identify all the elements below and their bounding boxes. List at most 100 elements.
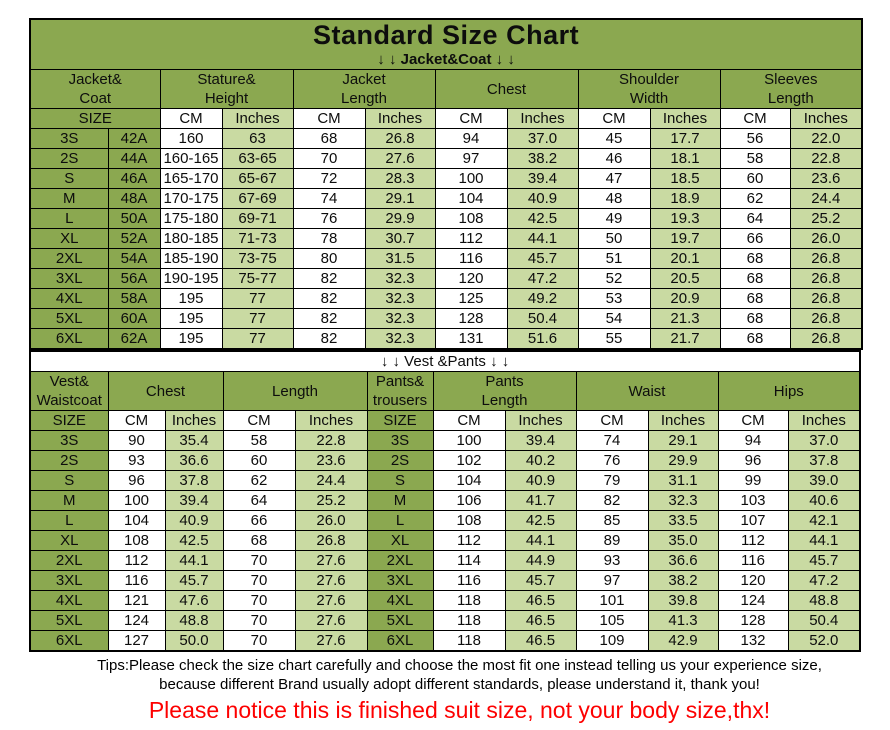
jacket-cell: 97 — [434, 148, 508, 169]
jacket-cell: 67-69 — [221, 188, 294, 209]
vest-pants-cell: 42.5 — [164, 530, 224, 551]
jacket-cell: 17.7 — [649, 128, 721, 149]
jacket-cell: 45 — [577, 128, 651, 149]
jacket-cell: 68 — [719, 308, 791, 329]
jacket-cell: 100 — [434, 168, 508, 189]
jacket-cell: 50A — [107, 208, 161, 229]
vest-pants-cell: 31.1 — [647, 470, 719, 491]
vest-pants-unit-cell: CM — [107, 410, 166, 431]
vest-pants-unit-cell: Inches — [647, 410, 719, 431]
vest-pants-cell: 44.1 — [164, 550, 224, 571]
vest-pants-group-header-line: Waist — [628, 382, 666, 400]
vest-pants-cell: 114 — [432, 550, 506, 571]
jacket-unit-cell: CM — [292, 108, 366, 129]
vest-pants-cell: 62 — [222, 470, 296, 491]
jacket-cell: 78 — [292, 228, 366, 249]
jacket-cell: 131 — [434, 328, 508, 350]
jacket-row: L 50A 175-180 69-71 76 29.9 108 42.5 49 19.3 64 25.… — [29, 208, 863, 229]
vest-pants-cell: 100 — [432, 430, 506, 451]
jacket-unit-cell: SIZE — [29, 108, 161, 129]
jacket-cell: 125 — [434, 288, 508, 309]
jacket-cell: 39.4 — [506, 168, 579, 189]
jacket-cell: 21.3 — [649, 308, 721, 329]
vest-pants-unit-cell: SIZE — [366, 410, 434, 431]
jacket-cell: 58 — [719, 148, 791, 169]
chart-title-cell: Standard Size Chart ↓ ↓ Jacket&Coat ↓ ↓ — [29, 18, 863, 70]
vest-pants-cell: 109 — [575, 630, 649, 652]
jacket-cell: 77 — [221, 308, 294, 329]
vest-pants-cell: 5XL — [29, 610, 109, 631]
jacket-cell: 112 — [434, 228, 508, 249]
vest-pants-cell: 40.2 — [504, 450, 577, 471]
vest-pants-cell: 6XL — [366, 630, 434, 652]
vest-pants-cell: 25.2 — [294, 490, 368, 511]
jacket-unit-cell: CM — [159, 108, 223, 129]
vest-pants-heading-row: ↓ ↓ Vest &Pants ↓ ↓ — [29, 350, 861, 372]
jacket-cell: 76 — [292, 208, 366, 229]
vest-pants-cell: 120 — [717, 570, 789, 591]
jacket-cell: L — [29, 208, 109, 229]
vest-pants-cell: 44.1 — [504, 530, 577, 551]
jacket-cell: 56A — [107, 268, 161, 289]
jacket-cell: 68 — [719, 328, 791, 350]
vest-pants-cell: 108 — [107, 530, 166, 551]
jacket-cell: 51 — [577, 248, 651, 269]
jacket-cell: 77 — [221, 288, 294, 309]
vest-pants-cell: 29.1 — [647, 430, 719, 451]
jacket-cell: 25.2 — [789, 208, 863, 229]
vest-pants-cell: 2S — [366, 450, 434, 471]
jacket-cell: 55 — [577, 328, 651, 350]
vest-pants-cell: 24.4 — [294, 470, 368, 491]
jacket-cell: 65-67 — [221, 168, 294, 189]
jacket-unit-cell: CM — [577, 108, 651, 129]
jacket-row: 6XL 62A 195 77 82 32.3 131 51.6 55 21.7 68 26.8 — [29, 328, 863, 350]
jacket-cell: 28.3 — [364, 168, 436, 189]
jacket-cell: 26.8 — [789, 268, 863, 289]
vest-pants-cell: 39.8 — [647, 590, 719, 611]
jacket-unit-cell: Inches — [649, 108, 721, 129]
vest-pants-cell: 132 — [717, 630, 789, 652]
vest-pants-row: 4XL 121 47.6 70 27.6 4XL 118 46.5 101 39.8 124 48.8 — [29, 590, 861, 611]
vest-pants-cell: 45.7 — [164, 570, 224, 591]
jacket-cell: 26.8 — [789, 288, 863, 309]
tips-text: Tips:Please check the size chart careful… — [29, 656, 890, 694]
vest-pants-row: 3S 90 35.4 58 22.8 3S 100 39.4 74 29.1 94 37.0 — [29, 430, 861, 451]
vest-pants-cell: 104 — [107, 510, 166, 531]
jacket-cell: 6XL — [29, 328, 109, 350]
jacket-cell: 42A — [107, 128, 161, 149]
jacket-group-header-line: Width — [629, 90, 669, 107]
jacket-group-header: Chest — [434, 69, 579, 109]
vest-pants-unit-cell: CM — [222, 410, 296, 431]
jacket-cell: 68 — [719, 268, 791, 289]
vest-pants-cell: 70 — [222, 570, 296, 591]
vest-pants-cell: 102 — [432, 450, 506, 471]
vest-pants-cell: 52.0 — [787, 630, 861, 652]
jacket-cell: 5XL — [29, 308, 109, 329]
vest-pants-row: 5XL 124 48.8 70 27.6 5XL 118 46.5 105 41.3 128 50.4 — [29, 610, 861, 631]
jacket-cell: 73-75 — [221, 248, 294, 269]
jacket-cell: M — [29, 188, 109, 209]
vest-pants-group-header-line: Length — [481, 392, 528, 409]
jacket-coat-table: Standard Size Chart ↓ ↓ Jacket&Coat ↓ ↓ … — [29, 18, 864, 350]
vest-pants-cell: 101 — [575, 590, 649, 611]
vest-pants-unit-row: SIZE CM Inches CM Inches SIZE CM Inches CM Inches… — [29, 410, 861, 431]
vest-pants-cell: 27.6 — [294, 550, 368, 571]
vest-pants-unit-cell: Inches — [164, 410, 224, 431]
jacket-cell: 32.3 — [364, 288, 436, 309]
vest-pants-cell: 94 — [717, 430, 789, 451]
vest-pants-group-header: Pants& trousers — [366, 371, 434, 411]
jacket-cell: 160-165 — [159, 148, 223, 169]
vest-pants-cell: 35.0 — [647, 530, 719, 551]
jacket-cell: 64 — [719, 208, 791, 229]
vest-pants-cell: S — [29, 470, 109, 491]
vest-pants-row: 6XL 127 50.0 70 27.6 6XL 118 46.5 109 42.9 132 52.0 — [29, 630, 861, 652]
vest-pants-row: L 104 40.9 66 26.0 L 108 42.5 85 33.5 107 42.1 — [29, 510, 861, 531]
jacket-group-header: Stature& Height — [159, 69, 294, 109]
vest-pants-unit-cell: Inches — [294, 410, 368, 431]
jacket-cell: 47 — [577, 168, 651, 189]
vest-pants-cell: 93 — [107, 450, 166, 471]
vest-pants-cell: 127 — [107, 630, 166, 652]
jacket-cell: 160 — [159, 128, 223, 149]
vest-pants-cell: 41.7 — [504, 490, 577, 511]
vest-pants-cell: 128 — [717, 610, 789, 631]
